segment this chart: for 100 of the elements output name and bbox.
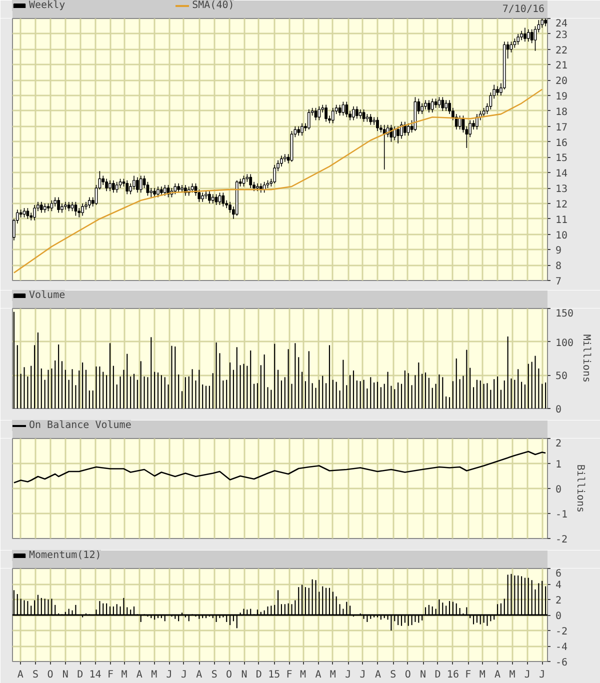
- y-tick-label: 50: [556, 371, 568, 382]
- x-tick-label: S: [390, 670, 396, 680]
- candlestick: [369, 114, 372, 126]
- x-tick-label: D: [434, 670, 441, 680]
- candlestick: [324, 104, 328, 122]
- candlestick: [338, 104, 342, 116]
- y-tick-label: 150: [556, 308, 574, 320]
- candlestick: [201, 192, 204, 202]
- x-tick-label: F: [286, 670, 292, 680]
- candlestick: [218, 192, 222, 206]
- y-tick-label: 16: [556, 138, 568, 149]
- candlestick: [108, 180, 112, 192]
- candlestick: [427, 100, 430, 113]
- x-tick-label: M: [300, 670, 306, 680]
- y-tick-label: -2: [556, 534, 568, 546]
- candlestick: [249, 174, 252, 188]
- x-tick-label: J: [360, 670, 366, 680]
- candlestick: [424, 100, 427, 110]
- y-tick-label: 21: [556, 60, 568, 72]
- y-tick-label: 100: [556, 338, 574, 349]
- line-series: [13, 88, 543, 274]
- y-tick-label: 14: [556, 168, 568, 180]
- candlestick: [530, 28, 534, 44]
- candlestick: [540, 18, 544, 28]
- x-tick-label: D: [77, 670, 84, 680]
- candlestick: [211, 194, 214, 204]
- text: 7/10/16: [502, 4, 545, 15]
- candlestick: [396, 126, 400, 144]
- x-tick-label: M: [151, 670, 158, 680]
- candlestick: [50, 200, 54, 212]
- y-tick-label: 2: [556, 596, 562, 606]
- x-tick-label: N: [241, 670, 248, 680]
- x-tick-label: J: [539, 670, 546, 680]
- candlestick: [40, 202, 43, 214]
- candlestick: [441, 96, 444, 112]
- candlestick: [430, 98, 434, 113]
- candlestick: [43, 203, 46, 214]
- x-tick-label: O: [47, 670, 54, 680]
- x-tick-label: D: [256, 670, 262, 680]
- candlestick: [331, 107, 334, 124]
- line-series: [13, 450, 546, 484]
- candlestick: [400, 121, 403, 140]
- candlestick: [355, 106, 358, 120]
- candlestick: [513, 38, 516, 48]
- y-tick-label: 23: [556, 30, 568, 41]
- y-tick-label: 1: [556, 460, 562, 470]
- x-tick-label: A: [136, 670, 142, 680]
- y-tick-label: 15: [556, 153, 568, 164]
- x-tick-label: N: [420, 670, 426, 680]
- y-tick-label: 20: [556, 76, 568, 88]
- candlestick: [300, 122, 304, 136]
- x-tick-label: J: [166, 670, 172, 680]
- candlestick: [136, 176, 139, 194]
- x-tick-label: O: [404, 670, 411, 680]
- y-tick-label: 19: [556, 92, 568, 103]
- y-tick-label: -1: [556, 510, 568, 520]
- x-tick-label: M: [479, 670, 486, 680]
- candlestick: [190, 183, 194, 194]
- x-tick-label: N: [62, 670, 68, 680]
- x-tick-label: 15: [268, 670, 280, 680]
- y-tick-label: 13: [556, 184, 568, 196]
- candlestick: [67, 202, 70, 212]
- y-tick-label: 17: [556, 122, 568, 134]
- legend-label: Volume: [29, 290, 66, 301]
- candlestick: [307, 109, 310, 130]
- y-tick-label: 8: [556, 261, 562, 272]
- y-axis-title: Millions: [580, 334, 592, 383]
- candlestick: [132, 175, 136, 190]
- candlestick: [70, 202, 74, 212]
- candlestick: [342, 101, 345, 116]
- candlestick: [126, 180, 129, 195]
- x-tick-label: 14: [89, 670, 102, 680]
- x-tick-label: 16: [446, 670, 459, 680]
- candlestick: [57, 196, 60, 214]
- candlestick: [54, 196, 57, 207]
- candlestick: [222, 192, 225, 207]
- candlestick: [153, 188, 156, 198]
- candlestick: [74, 202, 78, 216]
- y-tick-label: 9: [556, 246, 562, 257]
- y-tick-label: 22: [556, 45, 568, 56]
- y-tick-label: 18: [556, 106, 568, 118]
- y-tick-label: 6: [556, 568, 562, 580]
- candlestick: [420, 102, 424, 114]
- x-tick-label: A: [315, 670, 322, 680]
- candlestick: [150, 188, 153, 198]
- y-tick-label: 10: [556, 230, 568, 242]
- candlestick: [88, 196, 91, 208]
- y-tick-label: 11: [556, 214, 568, 226]
- candlestick: [376, 116, 379, 132]
- candlestick: [526, 28, 530, 42]
- candlestick: [352, 106, 355, 121]
- y-tick-label: -4: [556, 642, 568, 653]
- candlestick: [105, 178, 108, 192]
- candlestick: [112, 180, 115, 194]
- candlestick: [372, 116, 376, 126]
- x-tick-label: J: [345, 670, 352, 680]
- y-tick-label: 0: [556, 404, 562, 416]
- y-tick-label: 12: [556, 199, 568, 210]
- candlestick: [458, 115, 462, 130]
- candlestick: [81, 203, 84, 216]
